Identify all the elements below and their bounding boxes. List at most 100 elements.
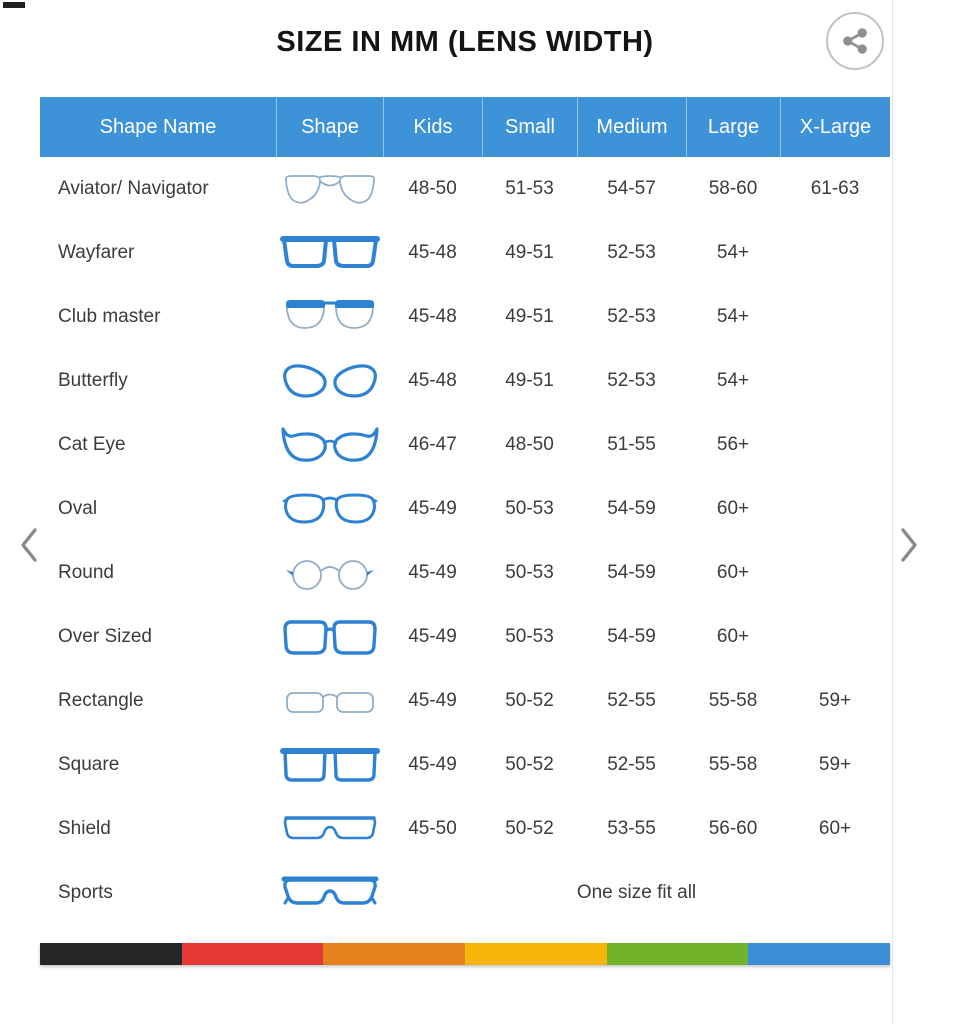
size-value: 54+ xyxy=(716,242,750,263)
size-value: 60+ xyxy=(716,498,750,519)
table-row: Over Sized 45-49 50-53 54-59 60+ xyxy=(40,605,890,669)
share-icon xyxy=(837,23,873,59)
table-row: Wayfarer 45-48 49-51 52-53 54+ xyxy=(40,221,890,285)
size-value: 49-51 xyxy=(505,370,554,391)
size-value: 54-59 xyxy=(607,562,656,583)
carousel-next-button[interactable] xyxy=(892,523,926,567)
column-header-kids: Kids xyxy=(383,97,482,157)
size-value: 45-48 xyxy=(408,242,457,263)
size-value: 45-49 xyxy=(408,626,457,647)
table-row: Rectangle 45-49 50-52 52-55 55-58 59+ xyxy=(40,669,890,733)
size-value: 51-53 xyxy=(505,178,554,199)
shape-name: Aviator/ Navigator xyxy=(58,178,209,199)
size-value: 49-51 xyxy=(505,242,554,263)
chevron-right-icon xyxy=(896,525,922,565)
table-row: Cat Eye 46-47 48-50 51-55 56+ xyxy=(40,413,890,477)
size-value: 52-53 xyxy=(607,242,656,263)
size-value: 45-49 xyxy=(408,498,457,519)
size-value: 50-52 xyxy=(505,690,554,711)
table-row: Butterfly 45-48 49-51 52-53 54+ xyxy=(40,349,890,413)
shape-name: Cat Eye xyxy=(58,434,126,455)
size-value: 54+ xyxy=(716,370,750,391)
size-value: 53-55 xyxy=(607,818,656,839)
size-value: 48-50 xyxy=(505,434,554,455)
cateye-glasses-icon xyxy=(276,422,383,468)
oval-glasses-icon xyxy=(276,486,383,532)
size-value: 45-48 xyxy=(408,306,457,327)
shape-name: Square xyxy=(58,754,120,775)
size-value: 54-57 xyxy=(607,178,656,199)
shape-name: Club master xyxy=(58,306,161,327)
size-value: 48-50 xyxy=(408,178,457,199)
shape-name: Oval xyxy=(58,498,98,519)
sports-glasses-icon xyxy=(276,870,383,916)
shape-name: Wayfarer xyxy=(58,242,135,263)
size-value: 45-48 xyxy=(408,370,457,391)
aviator-glasses-icon xyxy=(276,166,383,212)
stripe-segment xyxy=(181,943,324,965)
size-value: 59+ xyxy=(818,754,852,775)
stripe-segment xyxy=(606,943,749,965)
size-value: 58-60 xyxy=(708,178,758,199)
stripe-segment xyxy=(323,943,466,965)
wayfarer-glasses-icon xyxy=(276,230,383,276)
column-header-shape-name: Shape Name xyxy=(99,115,217,138)
column-header-small: Small xyxy=(482,97,577,157)
size-value: 52-53 xyxy=(607,370,656,391)
table-row: Round 45-49 50-53 54-59 60+ xyxy=(40,541,890,605)
size-value: 56+ xyxy=(716,434,750,455)
shield-glasses-icon xyxy=(276,806,383,852)
shape-name: Over Sized xyxy=(58,626,152,647)
table-row: Shield 45-50 50-52 53-55 56-60 60+ xyxy=(40,797,890,861)
size-value: 50-53 xyxy=(505,626,554,647)
page-title: SIZE IN MM (LENS WIDTH) xyxy=(276,26,654,58)
size-table-header: Shape Name Shape Kids Small Medium Large X-Lar… xyxy=(40,97,890,157)
chevron-left-icon xyxy=(16,525,42,565)
size-value: 52-55 xyxy=(607,690,656,711)
rectangle-glasses-icon xyxy=(276,678,383,724)
size-value: 54+ xyxy=(716,306,750,327)
size-value: 55-58 xyxy=(708,690,758,711)
share-button[interactable] xyxy=(826,12,884,70)
square-glasses-icon xyxy=(276,742,383,788)
column-header-x-large: X-Large xyxy=(780,97,890,157)
shape-name: Rectangle xyxy=(58,690,144,711)
size-table-body: Aviator/ Navigator 48-50 51-53 54-57 58-60 61… xyxy=(40,157,890,925)
card-edge-divider xyxy=(892,0,893,1024)
size-value: 61-63 xyxy=(810,178,860,199)
table-row: Square 45-49 50-52 52-55 55-58 59+ xyxy=(40,733,890,797)
size-value: 54-59 xyxy=(607,498,656,519)
size-value: 60+ xyxy=(818,818,852,839)
stripe-segment xyxy=(465,943,607,965)
column-header-shape: Shape xyxy=(276,97,383,157)
shape-name: Butterfly xyxy=(58,370,128,391)
oversized-glasses-icon xyxy=(276,614,383,660)
size-value: 60+ xyxy=(716,626,750,647)
size-value: 45-50 xyxy=(408,818,457,839)
shape-name: Shield xyxy=(58,818,111,839)
stripe-segment xyxy=(40,943,182,965)
size-value: 45-49 xyxy=(408,690,457,711)
column-header-medium: Medium xyxy=(577,97,686,157)
size-value: 55-58 xyxy=(708,754,758,775)
size-value: 50-53 xyxy=(505,562,554,583)
size-value: 50-53 xyxy=(505,498,554,519)
corner-artifact-mark xyxy=(3,2,25,8)
column-header-large: Large xyxy=(686,97,780,157)
table-row: Sports One size fit all xyxy=(40,861,890,925)
size-value: 56-60 xyxy=(708,818,758,839)
size-value: 54-59 xyxy=(607,626,656,647)
size-value: 60+ xyxy=(716,562,750,583)
table-row: Aviator/ Navigator 48-50 51-53 54-57 58-60 61… xyxy=(40,157,890,221)
size-value: 52-53 xyxy=(607,306,656,327)
clubmaster-glasses-icon xyxy=(276,294,383,340)
carousel-prev-button[interactable] xyxy=(12,523,46,567)
size-value: 50-52 xyxy=(505,754,554,775)
table-row: Oval 45-49 50-53 54-59 60+ xyxy=(40,477,890,541)
shape-name: Round xyxy=(58,562,114,583)
butterfly-glasses-icon xyxy=(276,358,383,404)
brand-color-stripe xyxy=(40,943,891,965)
size-value: 45-49 xyxy=(408,562,457,583)
round-glasses-icon xyxy=(276,550,383,596)
size-value: 46-47 xyxy=(408,434,457,455)
